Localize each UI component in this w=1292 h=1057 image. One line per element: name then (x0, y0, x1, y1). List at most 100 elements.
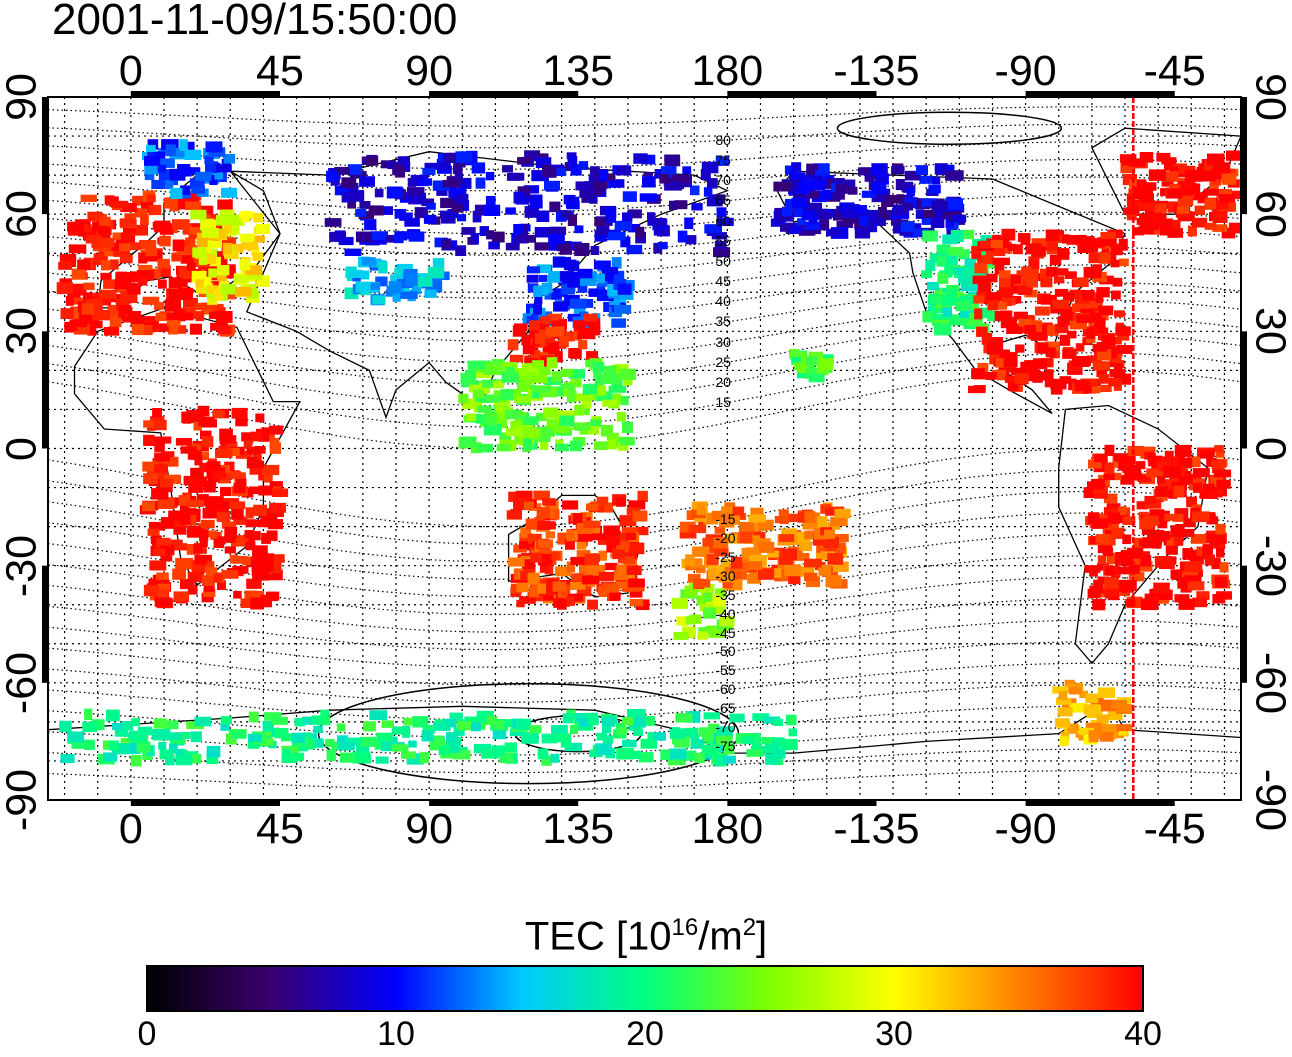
tec-cell (535, 412, 547, 422)
tec-cell (931, 200, 948, 212)
tec-cell (522, 559, 536, 569)
tec-cell (519, 223, 528, 236)
tec-cell (432, 180, 450, 191)
tec-cell (1114, 373, 1132, 385)
tec-cell (1204, 554, 1215, 566)
tec-cell (203, 243, 212, 253)
tec-cell (679, 528, 697, 539)
tec-region-russia (324, 150, 734, 258)
tec-cell (717, 742, 729, 753)
tec-cell (340, 752, 355, 763)
tec-cell (187, 572, 204, 583)
tec-cell (1107, 709, 1123, 721)
tec-cell (1100, 724, 1118, 734)
tec-cell (181, 731, 191, 739)
tec-cell (483, 423, 502, 436)
tec-cell (1186, 496, 1197, 508)
tec-cell (114, 278, 131, 289)
tec-cell (144, 156, 161, 166)
tec-cell (1230, 190, 1241, 199)
tec-cell (703, 512, 719, 525)
tec-cell (292, 752, 305, 761)
tec-cell (745, 547, 761, 556)
tec-cell (1163, 513, 1179, 521)
tec-cell (111, 200, 129, 208)
tec-cell (1213, 469, 1232, 478)
tec-cell (1163, 466, 1182, 478)
tec-cell (1128, 572, 1145, 582)
tec-cell (504, 409, 523, 420)
tec-cell (374, 188, 384, 198)
contour-label: -65 (715, 700, 736, 717)
tec-cell (209, 175, 218, 185)
tec-cell (758, 519, 774, 531)
tec-cell (565, 331, 575, 342)
tec-cell (1194, 555, 1204, 565)
tec-cell (87, 326, 97, 336)
tec-cell (710, 606, 726, 615)
tec-cell (207, 285, 221, 294)
tec-cell (701, 732, 714, 741)
tec-cell (1052, 686, 1069, 694)
tec-cell (723, 515, 740, 525)
tec-cell (788, 572, 801, 585)
tec-cell (501, 719, 515, 728)
tec-cell (946, 284, 960, 294)
tec-cell (375, 756, 389, 764)
tec-cell (847, 186, 858, 195)
tec-cell (974, 308, 983, 320)
tec-cell (392, 163, 402, 176)
tec-cell (758, 568, 775, 580)
tec-cell (194, 455, 203, 466)
tec-cell (548, 226, 563, 236)
tec-cell (1075, 343, 1085, 352)
tec-cell (247, 741, 260, 749)
tec-cell (616, 564, 635, 575)
tec-cell (533, 304, 542, 315)
tec-cell (103, 279, 119, 289)
tec-cell (159, 158, 175, 168)
tec-cell (173, 591, 190, 603)
tec-cell (893, 225, 904, 234)
tec-cell (700, 169, 711, 181)
tec-cell (626, 565, 642, 575)
tec-cell (685, 711, 701, 723)
tec-cell (406, 187, 425, 196)
tec-cell (591, 186, 604, 196)
tec-cell (355, 208, 367, 217)
tec-cell (119, 254, 133, 264)
tec-cell (1113, 363, 1123, 373)
contour-label: -75 (715, 737, 736, 754)
tec-cell (788, 206, 803, 218)
tec-cell (1126, 580, 1137, 591)
tec-cell (639, 193, 658, 202)
tec-cell (186, 262, 196, 271)
tec-cell (505, 428, 522, 437)
tec-cell (247, 287, 259, 299)
tec-cell (446, 732, 459, 741)
tec-cell (235, 286, 252, 297)
tec-cell (1096, 310, 1109, 321)
tec-cell (355, 231, 373, 243)
tec-cell (271, 716, 288, 725)
tec-cell (607, 214, 617, 223)
tec-cell (111, 743, 129, 755)
tec-cell (126, 311, 142, 321)
tec-cell (175, 557, 194, 570)
tec-cell (158, 741, 167, 750)
tec-cell (972, 275, 990, 285)
tec-cell (567, 390, 577, 403)
tec-cell (549, 168, 567, 176)
tec-cell (516, 582, 529, 593)
tec-cell (193, 422, 202, 431)
tec-cell (1212, 162, 1231, 174)
tec-cell (359, 736, 377, 747)
tec-cell (1212, 224, 1228, 232)
tec-cell (1149, 509, 1165, 521)
tec-cell (1184, 169, 1203, 182)
tec-cell (159, 323, 169, 332)
tec-cell (157, 588, 169, 599)
tec-cell (108, 740, 119, 751)
tec-cell (364, 219, 377, 231)
tec-cell (408, 231, 425, 242)
